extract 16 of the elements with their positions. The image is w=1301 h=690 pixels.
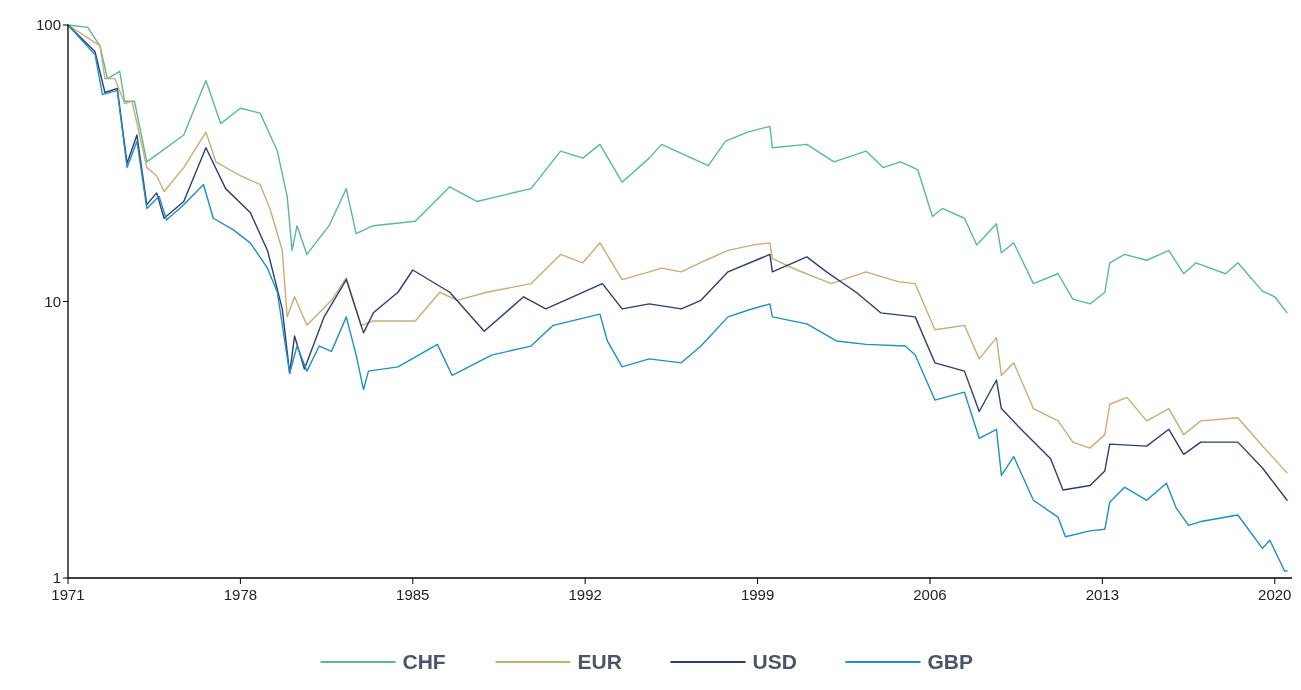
legend-label: GBP: [927, 650, 974, 674]
x-tick-label: 2020: [1258, 586, 1292, 603]
legend-label: EUR: [577, 650, 622, 674]
x-tick-label: 1999: [740, 586, 775, 603]
y-tick-label: 1: [52, 569, 61, 587]
x-tick-label: 2013: [1085, 586, 1120, 603]
legend-label: CHF: [402, 650, 446, 674]
x-tick-label: 2006: [913, 586, 947, 603]
x-tick-label: 1985: [396, 586, 430, 603]
x-tick-label: 1992: [568, 586, 602, 603]
y-tick-label: 100: [35, 16, 61, 34]
x-tick-label: 1978: [223, 586, 258, 603]
line-series: [67, 24, 1288, 314]
x-tick-label: 1971: [51, 586, 85, 603]
y-tick-label: 10: [44, 292, 61, 310]
legend-label: USD: [752, 650, 797, 674]
